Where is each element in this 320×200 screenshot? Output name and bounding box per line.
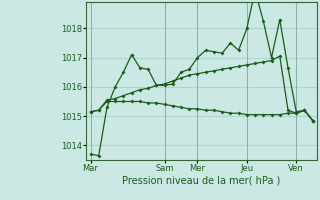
X-axis label: Pression niveau de la mer( hPa ): Pression niveau de la mer( hPa )	[123, 176, 281, 186]
